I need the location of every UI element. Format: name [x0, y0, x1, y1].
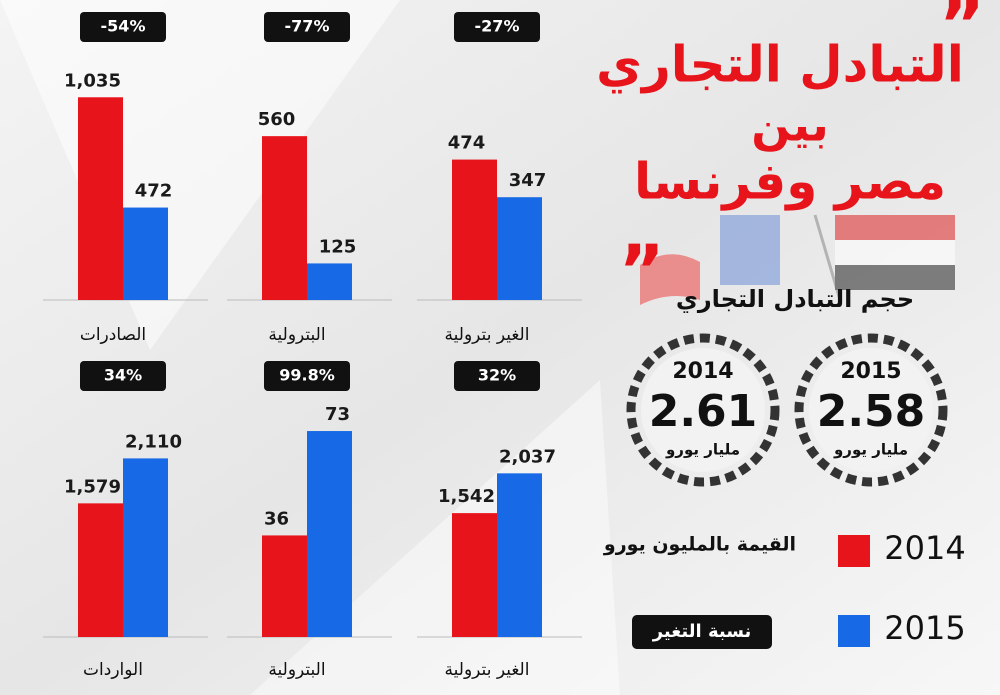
chart-label: الصادرات [80, 325, 146, 345]
bar [123, 207, 168, 300]
total-value: 2.58 [817, 386, 926, 437]
bar [262, 136, 307, 300]
bar [307, 431, 352, 637]
total-circle [641, 348, 765, 472]
chart-label: الغير بترولية [445, 325, 530, 345]
change-badge [264, 361, 350, 391]
bar [497, 473, 542, 637]
flag-france-red [640, 254, 700, 305]
chart-label: الغير بترولية [445, 660, 530, 680]
value-label: 1,542 [438, 486, 495, 507]
value-label: 472 [135, 181, 173, 202]
title-line: مصر وفرنسا [634, 153, 946, 212]
flag-france [720, 215, 780, 285]
legend-swatch [838, 615, 870, 647]
change-badge [454, 12, 540, 42]
change-label: 99.8% [279, 366, 335, 385]
total-value: 2.61 [649, 386, 758, 437]
total-year: 2014 [672, 359, 733, 384]
quote: „ [620, 192, 666, 274]
flag-egypt [835, 240, 955, 265]
change-label: 34% [104, 366, 142, 385]
value-label: 560 [258, 109, 296, 130]
value-label: 1,035 [64, 70, 121, 91]
total-circle [809, 348, 933, 472]
bar [123, 458, 168, 637]
flag-egypt [835, 265, 955, 290]
change-label: -77% [285, 17, 330, 36]
quote: ” [939, 0, 985, 66]
laurel [626, 333, 780, 487]
bar [452, 513, 497, 637]
legend-label: 2015 [884, 609, 965, 647]
chart-label: الواردات [83, 660, 143, 680]
value-label: 125 [319, 236, 357, 257]
value-label: 36 [264, 508, 289, 529]
change-badge [80, 361, 166, 391]
bar [262, 535, 307, 637]
change-badge [454, 361, 540, 391]
bg-shape [0, 0, 400, 350]
flag-egypt [835, 215, 955, 240]
value-label: 73 [325, 404, 350, 425]
value-label: 474 [448, 133, 486, 154]
legend-caption: نسبة التغير [652, 621, 752, 642]
bar [78, 503, 123, 637]
legend-swatch [838, 535, 870, 567]
value-label: 2,110 [125, 431, 182, 452]
bar [78, 97, 123, 301]
value-label: 1,579 [64, 476, 121, 497]
change-label: -54% [101, 17, 146, 36]
chart-label: البترولية [268, 325, 325, 345]
title-line: التبادل التجاري [596, 36, 964, 94]
totals-title: حجم التبادل التجاري [676, 285, 914, 313]
chart-label: البترولية [268, 660, 325, 680]
total-year: 2015 [840, 359, 901, 384]
value-label: 2,037 [499, 446, 556, 467]
change-badge [264, 12, 350, 42]
total-unit: مليار يورو [833, 441, 908, 459]
bar [307, 263, 352, 300]
change-label: -27% [475, 17, 520, 36]
total-unit: مليار يورو [665, 441, 740, 459]
flags [640, 214, 955, 305]
legend-caption: القيمة بالمليون يورو [603, 534, 796, 556]
title-line: بين [751, 98, 828, 152]
bar [497, 197, 542, 300]
legend-label: 2014 [884, 529, 965, 567]
laurel [794, 333, 948, 487]
change-badge [80, 12, 166, 42]
value-label: 347 [509, 170, 547, 191]
bar [452, 159, 497, 300]
change-label: 32% [478, 366, 516, 385]
caption-badge [632, 615, 772, 649]
